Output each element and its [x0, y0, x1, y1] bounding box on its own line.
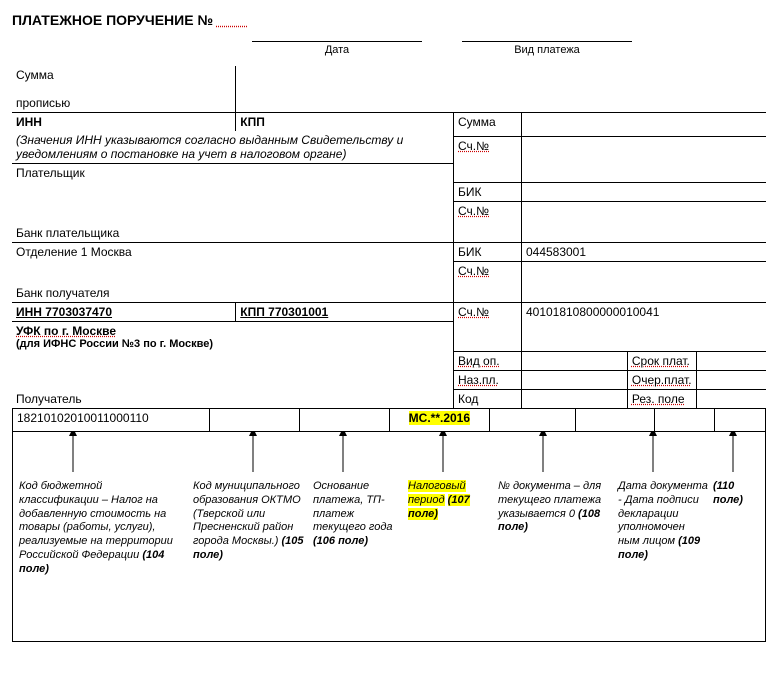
annotations-box: Код бюджетной классификации – Налог на д… [12, 432, 766, 642]
summa2-label: Сумма [454, 113, 522, 132]
field-104-kbk: 18210102010011000110 [13, 409, 210, 431]
srok-label: Срок плат. [627, 352, 696, 371]
field-106 [300, 409, 390, 431]
field-110 [655, 409, 715, 431]
payer-bank-label: Банк плательщика [12, 224, 454, 243]
bik-value: 044583001 [521, 242, 766, 261]
annotation-104: Код бюджетной классификации – Налог на д… [19, 480, 179, 576]
field-105 [210, 409, 300, 431]
branch-value: Отделение 1 Москва [12, 242, 454, 261]
inn-label: ИНН [12, 113, 236, 132]
field-extra [715, 409, 765, 431]
inn-note: (Значения ИНН указываются согласно выдан… [12, 131, 454, 164]
annotation-106: Основание платежа, ТП-платеж текущего го… [313, 480, 398, 549]
field-109 [576, 409, 656, 431]
annotation-109: Дата документа - Дата подписи декларации… [618, 480, 708, 563]
header-lines: Дата Вид платежа [252, 24, 766, 56]
sch-label-2: Сч.№ [454, 201, 522, 220]
sch-label-1: Сч.№ [454, 136, 522, 158]
paytype-caption: Вид платежа [462, 42, 632, 56]
rez-label: Рез. поле [627, 390, 696, 409]
sch-label-3: Сч.№ [454, 261, 522, 280]
kod-label: Код [454, 390, 522, 409]
field-107-period: МС.**.2016 [390, 409, 490, 431]
annotation-105: Код муниципального образования ОКТМО (Тв… [193, 480, 308, 563]
ufk-block: УФК по г. Москве (для ИФНС России №3 по … [12, 321, 454, 352]
acct-value: 40101810800000010041 [521, 302, 766, 335]
recv-bank-label: Банк получателя [12, 284, 454, 303]
field-108 [490, 409, 576, 431]
summa-label: Сумма прописью [12, 66, 236, 113]
annotation-107: Налоговый период (107 поле) [408, 480, 488, 521]
nazpl-label: Наз.пл. [454, 371, 522, 390]
annotation-108: № документа – для текущего платежа указы… [498, 480, 608, 535]
kpp-label: КПП [236, 113, 454, 132]
date-caption: Дата [252, 42, 422, 56]
payment-table: Сумма прописью ИНН КПП Сумма (Значения И… [12, 66, 766, 409]
vidop-label: Вид оп. [454, 352, 522, 371]
payer-label: Плательщик [12, 164, 454, 183]
sch-label-4: Сч.№ [454, 302, 522, 321]
recipient-label: Получатель [12, 390, 454, 409]
bik-label-1: БИК [454, 182, 522, 201]
kpp2-value: КПП 770301001 [236, 302, 454, 321]
annotation-110: (110 поле) [713, 480, 763, 508]
ocher-label: Очер.плат. [627, 371, 696, 390]
bik-label-2: БИК [454, 242, 522, 261]
bottom-fields-row: 18210102010011000110 МС.**.2016 [12, 409, 766, 432]
inn2-value: ИНН 7703037470 [12, 302, 236, 321]
